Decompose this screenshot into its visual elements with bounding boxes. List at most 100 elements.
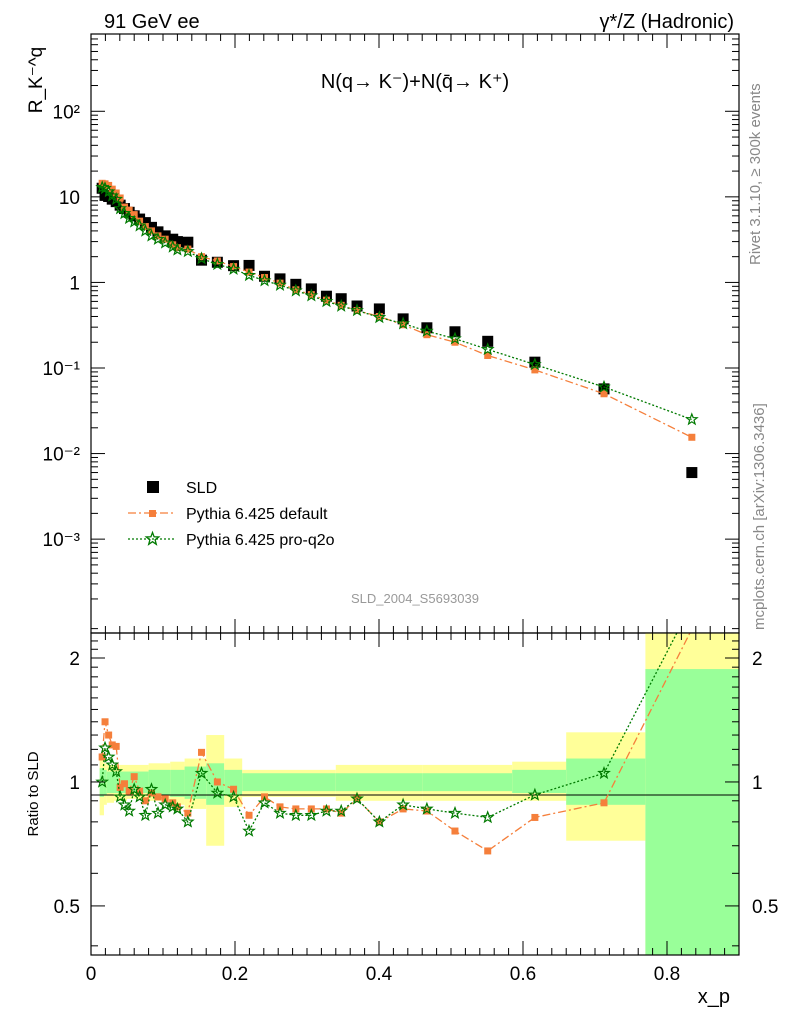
ratio-point-pythia-6-425-pro-q2o: [480, 810, 495, 824]
ratio-tick-label-right: 2: [752, 649, 763, 670]
data-point-pythia-6-425-default: [198, 253, 206, 261]
ratio-point-pythia-6-425-pro-q2o: [105, 757, 120, 771]
ratio-point-pythia-6-425-default: [322, 805, 330, 813]
data-point-sld: [421, 322, 433, 334]
data-point-pythia-6-425-default: [600, 390, 608, 398]
data-point-pythia-6-425-default: [173, 244, 181, 252]
ratio-point-pythia-6-425-default: [116, 783, 124, 791]
data-point-pythia-6-425-pro-q2o: [226, 261, 241, 276]
rivet-version-label: Rivet 3.1.10, ≥ 300k events: [747, 83, 764, 265]
ratio-point-pythia-6-425-pro-q2o: [597, 766, 611, 780]
legend-label-pythia-pro-q2o: Pythia 6.425 pro-q2o: [186, 532, 335, 549]
data-point-pythia-6-425-pro-q2o: [419, 323, 434, 337]
legend-item-sld: SLD: [147, 480, 217, 497]
ratio-point-pythia-6-425-default: [98, 753, 106, 761]
ratio-point-pythia-6-425-default: [688, 626, 695, 633]
data-point-sld: [482, 335, 494, 347]
data-point-pythia-6-425-pro-q2o: [151, 231, 165, 245]
data-point-pythia-6-425-pro-q2o: [372, 310, 387, 324]
data-point-pythia-6-425-pro-q2o: [257, 273, 272, 287]
data-point-pythia-6-425-default: [322, 296, 330, 304]
ratio-point-pythia-6-425-pro-q2o: [132, 789, 147, 803]
ratio-point-pythia-6-425-pro-q2o: [527, 787, 542, 801]
data-point-pythia-6-425-default: [375, 312, 383, 320]
uncertainty-band-inner: [170, 769, 185, 797]
data-point-pythia-6-425-pro-q2o: [597, 379, 611, 393]
data-point-pythia-6-425-pro-q2o: [288, 283, 303, 297]
ratio-point-pythia-6-425-default: [531, 813, 539, 821]
ratio-point-pythia-6-425-pro-q2o: [113, 789, 128, 803]
ratio-point-pythia-6-425-pro-q2o: [151, 805, 165, 820]
uncertainty-band-inner: [335, 773, 423, 792]
uncertainty-band-inner: [645, 669, 739, 955]
data-point-pythia-6-425-pro-q2o: [144, 228, 159, 242]
y-tick-label: 10²: [53, 102, 80, 123]
legend-label-pythia-default: Pythia 6.425 default: [186, 506, 328, 523]
ratio-point-pythia-6-425-pro-q2o: [194, 765, 209, 780]
ratio-point-pythia-6-425-pro-q2o: [180, 814, 195, 828]
data-point-pythia-6-425-default: [531, 366, 539, 374]
main-panel-title: N(q→ K⁻)+N(q̄→ K⁺): [321, 71, 509, 93]
main-y-axis-label: R_K⁻^q: [26, 47, 47, 113]
data-point-pythia-6-425-default: [399, 321, 407, 329]
data-point-pythia-6-425-pro-q2o: [273, 277, 287, 292]
ratio-point-pythia-6-425-default: [484, 847, 492, 855]
data-point-sld: [152, 226, 164, 238]
main-panel-marks: [95, 179, 699, 479]
y-tick-label: 10⁻¹: [43, 359, 81, 380]
legend-marker-sld: [147, 481, 159, 493]
x-tick-label: 0.4: [366, 964, 393, 985]
ratio-point-pythia-6-425-default: [108, 741, 116, 749]
ratio-point-pythia-6-425-default: [213, 778, 221, 786]
header-left-label: 91 GeV ee: [104, 11, 200, 33]
data-point-pythia-6-425-default: [423, 331, 431, 339]
data-point-pythia-6-425-default: [276, 279, 284, 287]
ratio-panel-axes: 0 0.2 0.4 0.6 0.8 0.5 0.5 1 1 2 2: [54, 633, 778, 985]
data-point-pythia-6-425-default: [484, 351, 492, 359]
ratio-point-pythia-6-425-default: [245, 811, 253, 819]
ratio-point-pythia-6-425-pro-q2o: [273, 805, 287, 820]
ratio-point-pythia-6-425-default: [154, 793, 162, 801]
ratio-point-pythia-6-425-pro-q2o: [288, 808, 303, 822]
ratio-point-pythia-6-425-pro-q2o: [138, 808, 153, 822]
watermark-label: SLD_2004_S5693039: [351, 591, 479, 606]
mcplots-label: mcplots.cern.ch [arXiv:1306.3436]: [751, 403, 768, 630]
data-point-pythia-6-425-default: [245, 268, 253, 276]
data-point-pythia-6-425-pro-q2o: [448, 331, 462, 345]
ratio-point-pythia-6-425-default: [198, 748, 206, 756]
uncertainty-band-inner: [422, 773, 513, 792]
data-point-pythia-6-425-pro-q2o: [158, 235, 173, 249]
uncertainty-band-inner: [242, 773, 336, 792]
legend-label-sld: SLD: [186, 480, 217, 497]
ratio-tick-label-right: 1: [752, 773, 763, 794]
data-point-pythia-6-425-default: [307, 291, 315, 299]
ratio-point-pythia-6-425-pro-q2o: [170, 801, 185, 815]
data-point-pythia-6-425-default: [292, 286, 300, 294]
ratio-y-axis-label: Ratio to SLD: [25, 751, 42, 836]
x-axis-label: x_p: [698, 986, 730, 1008]
main-panel-axes: 10⁻³ 10⁻² 10⁻¹ 1 10 10²: [43, 33, 740, 634]
data-point-pythia-6-425-default: [261, 274, 269, 282]
uncertainty-band-inner: [99, 768, 104, 797]
data-point-pythia-6-425-pro-q2o: [109, 191, 124, 205]
x-tick-label: 0: [86, 964, 97, 985]
data-point-pythia-6-425-pro-q2o: [180, 244, 195, 258]
ratio-tick-label: 1: [69, 773, 80, 794]
uncertainty-band-inner: [106, 771, 115, 794]
data-point-pythia-6-425-default: [230, 263, 238, 271]
data-point-pythia-6-425-pro-q2o: [480, 342, 495, 356]
data-point-pythia-6-425-default: [125, 206, 133, 214]
main-panel: 10⁻³ 10⁻² 10⁻¹ 1 10 10² N(q→ K⁻)+N(q̄→ K⁺) SL…: [26, 33, 740, 634]
ratio-point-pythia-6-425-pro-q2o: [304, 808, 319, 822]
data-point-sld: [335, 293, 347, 305]
data-point-pythia-6-425-pro-q2o: [396, 316, 411, 330]
ratio-point-pythia-6-425-pro-q2o: [334, 803, 349, 817]
data-point-pythia-6-425-default: [169, 241, 177, 249]
data-point-sld: [196, 254, 208, 266]
data-point-pythia-6-425-pro-q2o: [319, 294, 334, 308]
y-tick-label: 10: [59, 188, 80, 209]
ratio-point-pythia-6-425-pro-q2o: [319, 803, 334, 817]
ratio-point-pythia-6-425-pro-q2o: [158, 797, 173, 811]
ratio-point-pythia-6-425-default: [399, 805, 407, 813]
x-tick-label: 0.6: [510, 964, 536, 985]
